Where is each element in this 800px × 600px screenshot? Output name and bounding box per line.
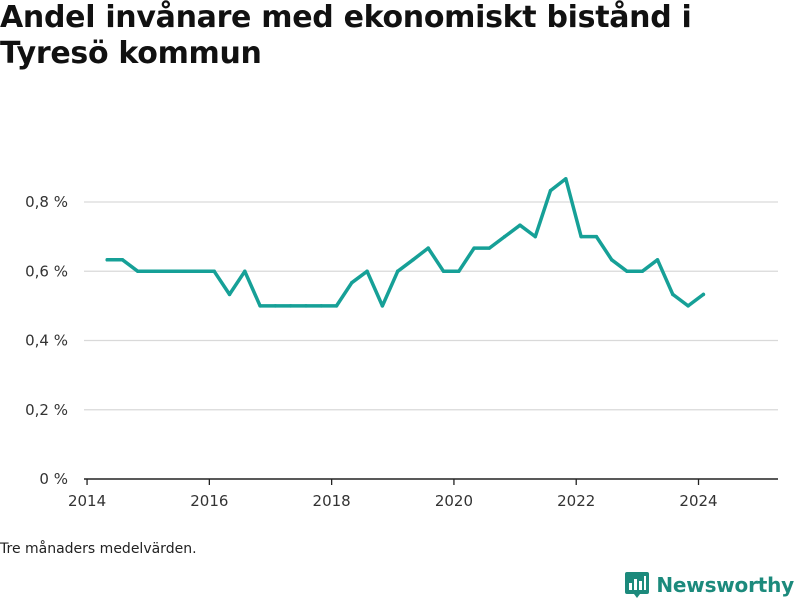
data-point (319, 304, 323, 308)
data-point (701, 292, 706, 297)
footnote: Tre månaders medelvärden. (0, 541, 197, 557)
data-point (120, 258, 125, 262)
data-point (548, 188, 553, 193)
data-point (304, 304, 308, 308)
data-point (518, 223, 522, 227)
y-tick-label: 0,4 % (25, 332, 68, 350)
data-point (671, 292, 675, 297)
data-point (334, 304, 339, 308)
data-point (151, 269, 155, 273)
y-tick-label: 0,8 % (25, 193, 68, 211)
y-tick-label: 0 % (39, 470, 68, 488)
brand-logo[interactable]: Newsworthy (624, 570, 794, 600)
data-point (487, 246, 492, 250)
data-point (380, 304, 385, 308)
data-point (197, 269, 201, 273)
data-point (441, 269, 446, 273)
data-point (594, 234, 599, 239)
data-point (579, 234, 583, 239)
data-point (105, 258, 109, 262)
data-point (288, 304, 293, 308)
data-point (136, 269, 140, 273)
data-point (166, 269, 171, 273)
data-point (625, 269, 629, 273)
data-point (502, 234, 507, 239)
series-layer (105, 177, 706, 308)
data-point (273, 304, 278, 308)
data-point (640, 269, 644, 273)
y-tick-label: 0,6 % (25, 262, 68, 280)
data-point (365, 269, 369, 273)
data-point (426, 246, 430, 250)
data-point (243, 269, 247, 273)
data-point (564, 177, 568, 181)
x-tick-label: 2020 (435, 492, 473, 510)
data-point (350, 280, 354, 285)
data-point (655, 258, 660, 262)
x-axis (84, 478, 778, 485)
data-point (411, 258, 415, 262)
y-tick-label: 0,2 % (25, 401, 68, 419)
x-tick-label: 2024 (679, 492, 717, 510)
data-point (686, 304, 690, 308)
x-tick-label: 2016 (190, 492, 228, 510)
y-axis-labels: 0 % 0,2 % 0,4 % 0,6 % 0,8 % (25, 193, 68, 488)
newsworthy-logo-icon (625, 572, 650, 598)
data-point (457, 269, 461, 273)
x-tick-label: 2018 (313, 492, 351, 510)
x-tick-label: 2014 (68, 492, 106, 510)
gridlines (84, 201, 778, 411)
series-line (105, 177, 706, 308)
chart-title: Andel invånare med ekonomiskt bistånd i … (0, 0, 692, 71)
x-tick-label: 2022 (557, 492, 595, 510)
data-point (609, 258, 614, 262)
data-point (472, 246, 476, 250)
data-point (181, 269, 186, 273)
data-point (533, 234, 537, 239)
data-point (212, 269, 216, 273)
data-point (227, 292, 232, 297)
x-axis-labels: 2014 2016 2018 2020 2022 2024 (68, 492, 718, 510)
data-point (258, 304, 262, 308)
data-point (395, 269, 400, 273)
brand-name: Newsworthy (656, 573, 794, 597)
